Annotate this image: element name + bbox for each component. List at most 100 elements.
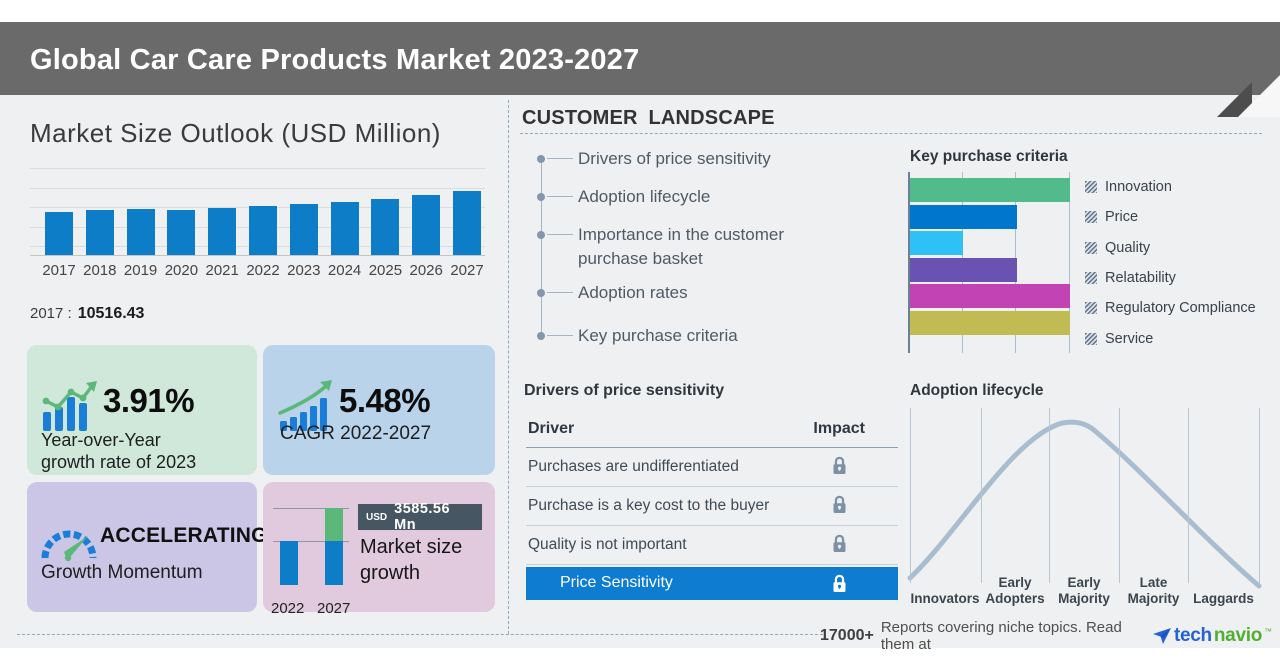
- legend-label: Innovation: [1105, 179, 1172, 195]
- bar-2025: [371, 198, 400, 255]
- x-tick-2026: 2026: [409, 262, 443, 279]
- lifecycle-label-laggards: Laggards: [1193, 591, 1254, 606]
- x-axis: [30, 255, 485, 256]
- yoy-growth-value: 3.91%: [103, 382, 195, 419]
- mini-year-start: 2022: [271, 600, 305, 617]
- key-purchase-criteria-title: Key purchase criteria: [910, 148, 1068, 165]
- gridline: [273, 508, 349, 509]
- bell-curve: [907, 419, 1262, 589]
- growth-label-line1: Market size: [360, 536, 463, 558]
- bullet-connector: [547, 292, 573, 293]
- technavio-plane-icon: [1153, 628, 1171, 644]
- segment-divider: [910, 408, 911, 583]
- driver-label: Purchases are undifferentiated: [528, 458, 739, 475]
- legend-hatch-swatch-icon: [1085, 181, 1097, 193]
- note-year: 2017 :: [30, 305, 72, 322]
- list-connector-line: [541, 159, 542, 336]
- momentum-label: Growth Momentum: [41, 562, 203, 583]
- bullet-dot-icon: [537, 231, 545, 239]
- legend-item: Price: [1085, 205, 1138, 229]
- legend-item: Quality: [1085, 236, 1150, 260]
- bar-2023: [289, 204, 318, 255]
- driver-label: Quality is not important: [528, 536, 687, 553]
- legend-item: Innovation: [1085, 175, 1172, 199]
- legend-label: Quality: [1105, 239, 1151, 256]
- badge-currency: USD: [366, 511, 388, 523]
- growth-momentum-card: ACCELERATING Growth Momentum: [27, 482, 267, 612]
- bar-2022: [280, 541, 298, 585]
- legend-item: Relatability: [1085, 266, 1176, 290]
- bullet-connector: [547, 196, 573, 197]
- bar-2026: [412, 195, 441, 255]
- driver-row: Purchase is a key cost to the buyer: [526, 487, 898, 526]
- speedometer-icon: [41, 530, 97, 562]
- bullet-dot-icon: [537, 289, 545, 297]
- lock-icon: [832, 456, 847, 475]
- bar-growth-icon: [42, 381, 97, 431]
- growth-mini-chart: 2022 2027: [271, 500, 363, 617]
- legend-label: Service: [1105, 330, 1154, 347]
- bullet-connector: [547, 335, 573, 336]
- growth-card-label: Market size growth: [360, 534, 462, 586]
- segment-divider: [1259, 408, 1260, 583]
- logo-navio: navio: [1213, 625, 1262, 646]
- footer: 17000+ Reports covering niche topics. Re…: [820, 619, 1272, 653]
- drivers-table-header: Driver Impact: [526, 418, 898, 448]
- header-band: Global Car Care Products Market 2023-202…: [0, 22, 1280, 117]
- logo-trademark: ™: [1264, 627, 1272, 636]
- segment-divider: [1188, 408, 1189, 583]
- lock-icon: [832, 534, 847, 553]
- landscape-item-label: Drivers of price sensitivity: [578, 149, 771, 168]
- bullet-dot-icon: [537, 332, 545, 340]
- bar-2018: [85, 209, 114, 255]
- legend-item: Regulatory Compliance: [1085, 296, 1256, 320]
- landscape-item-label: Adoption rates: [578, 283, 688, 302]
- yoy-label-line2: growth rate of 2023: [41, 452, 197, 472]
- page-title: Global Car Care Products Market 2023-202…: [30, 44, 640, 76]
- customer-landscape-list: Drivers of price sensitivity Adoption lif…: [522, 140, 852, 355]
- driver-row: Purchases are undifferentiated: [526, 448, 898, 487]
- yoy-growth-card: 3.91% Year-over-Year growth rate of 2023: [27, 345, 257, 475]
- legend-hatch-swatch-icon: [1085, 302, 1097, 315]
- bullet-dot-icon: [537, 155, 545, 163]
- market-size-growth-card: 2022 2027 USD 3585.56 Mn Market size gro…: [263, 482, 495, 617]
- market-size-bars: [30, 165, 485, 255]
- segment-divider: [1119, 408, 1120, 583]
- badge-value: 3585.56 Mn: [394, 501, 451, 533]
- lifecycle-label-early-majority: Early Majority: [1058, 575, 1110, 606]
- footer-text: Reports covering niche topics. Read them…: [880, 619, 1122, 653]
- yoy-growth-label: Year-over-Year growth rate of 2023: [41, 429, 196, 473]
- key-purchase-criteria-chart: [905, 172, 1075, 353]
- yoy-label-line1: Year-over-Year: [41, 430, 161, 450]
- legend-label: Relatability: [1105, 269, 1176, 286]
- legend-hatch-swatch-icon: [1085, 332, 1097, 345]
- legend-label: Regulatory Compliance: [1105, 300, 1256, 317]
- kpc-legend: Innovation Price Quality Relatability Regula…: [1085, 172, 1280, 357]
- x-tick-2020: 2020: [164, 262, 199, 279]
- kpc-bar-regulatory-compliance: [910, 284, 1070, 309]
- gridline: [273, 541, 349, 542]
- price-sensitivity-label: Price Sensitivity: [560, 574, 673, 591]
- note-value: 10516.43: [77, 305, 145, 322]
- vertical-divider: [508, 100, 509, 634]
- landscape-item-label: Key purchase criteria: [578, 326, 738, 345]
- x-tick-2022: 2022: [246, 262, 280, 279]
- bar-2020: [167, 209, 196, 255]
- x-tick-2025: 2025: [368, 262, 403, 279]
- legend-hatch-swatch-icon: [1085, 211, 1097, 224]
- market-size-first-value: 2017 : 10516.43: [30, 305, 144, 323]
- momentum-value: ACCELERATING: [100, 524, 268, 547]
- drivers-table-title: Drivers of price sensitivity: [524, 382, 725, 399]
- gridline: [1068, 172, 1070, 353]
- mini-year-end: 2027: [317, 600, 351, 617]
- section-divider: [520, 133, 1262, 134]
- bullet-connector: [547, 158, 573, 159]
- x-tick-2023: 2023: [287, 262, 321, 279]
- x-tick-2027: 2027: [450, 262, 484, 279]
- technavio-logo[interactable]: tech navio ™: [1152, 625, 1272, 647]
- kpc-bar-relatability: [910, 257, 1017, 282]
- bar-2019: [126, 208, 155, 255]
- lifecycle-label-early-adopters: Early Adopters: [985, 575, 1045, 606]
- drivers-table: Driver Impact Purchases are undifferenti…: [526, 418, 898, 600]
